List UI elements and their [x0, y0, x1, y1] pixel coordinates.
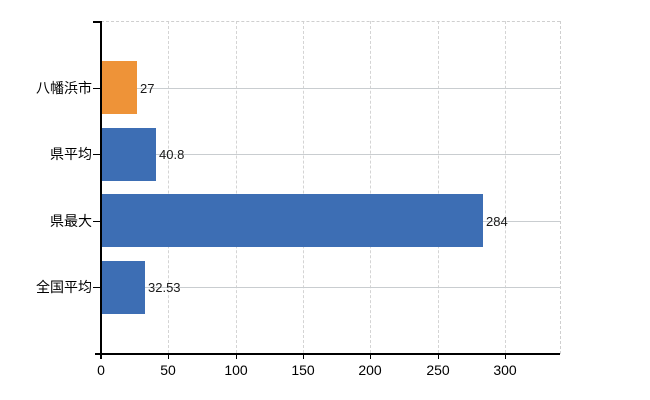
x-tick-label: 300: [493, 362, 517, 378]
gridline-vertical: [235, 21, 237, 353]
category-label: 県最大: [50, 213, 92, 229]
value-label: 40.8: [159, 147, 185, 162]
value-label: 27: [140, 81, 155, 96]
x-axis-tick: [303, 355, 304, 359]
category-tick: [93, 154, 101, 155]
category-tick: [93, 88, 101, 89]
x-tick-label: 100: [224, 362, 248, 378]
plot-top-border: [101, 21, 560, 22]
gridline-vertical: [168, 21, 170, 353]
y-axis-line: [100, 21, 102, 359]
category-tick: [93, 287, 101, 288]
x-axis-tick: [236, 355, 237, 359]
x-axis-tick: [101, 355, 102, 359]
category-gridline: [101, 154, 560, 155]
category-gridline: [101, 88, 560, 89]
x-axis-tick: [505, 355, 506, 359]
x-axis-tick: [168, 355, 169, 359]
category-label: 県平均: [50, 146, 92, 162]
bar: [101, 128, 156, 181]
category-label: 八幡浜市: [36, 80, 92, 96]
x-axis-line: [95, 353, 560, 355]
x-tick-label: 250: [426, 362, 450, 378]
bar: [101, 261, 145, 314]
plot-right-border: [560, 21, 561, 354]
category-gridline: [101, 287, 560, 288]
category-tick: [93, 221, 101, 222]
gridline-vertical: [437, 21, 439, 353]
bar: [101, 194, 483, 247]
x-tick-label: 50: [160, 362, 176, 378]
gridline-vertical: [302, 21, 304, 353]
category-label: 全国平均: [36, 279, 92, 295]
x-tick-label: 0: [97, 362, 105, 378]
gridline-vertical: [504, 21, 506, 353]
x-axis-tick: [370, 355, 371, 359]
x-axis-tick: [438, 355, 439, 359]
x-tick-label: 150: [291, 362, 315, 378]
gridline-vertical: [370, 21, 372, 353]
bar: [101, 61, 137, 114]
value-label: 32.53: [148, 280, 181, 295]
x-tick-label: 200: [358, 362, 382, 378]
axis-end-tick: [93, 21, 101, 23]
value-label: 284: [486, 214, 508, 229]
